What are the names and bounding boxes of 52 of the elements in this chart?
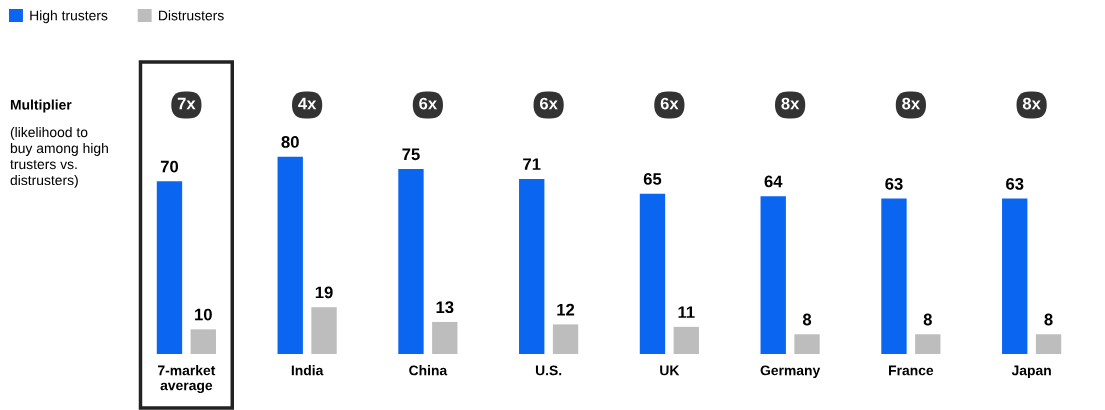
text: 8x <box>1022 97 1041 110</box>
data-label: 63 <box>885 177 903 190</box>
bar <box>639 193 666 354</box>
x-tick-label: France <box>889 365 934 376</box>
x-tick-label: Japan <box>1011 365 1051 379</box>
bar <box>432 321 458 354</box>
bar <box>277 156 303 354</box>
bar <box>1002 198 1028 354</box>
x-tick-label: China <box>409 365 448 376</box>
bar <box>1035 334 1062 354</box>
bar <box>311 307 337 354</box>
bar <box>760 196 786 354</box>
bar <box>673 326 699 354</box>
text: 6x <box>419 97 438 110</box>
data-label: 19 <box>315 286 333 299</box>
data-label: 70 <box>160 160 179 173</box>
text: (likelihood to buy among high trusters vs. distrusters) <box>10 127 108 188</box>
bar <box>190 329 216 354</box>
data-label: 65 <box>643 173 662 185</box>
data-label: 8 <box>1044 313 1053 326</box>
x-tick-label: U.S. <box>535 365 562 376</box>
x-tick-label: Germany <box>760 365 821 379</box>
legend-label: Distrusters <box>159 10 224 21</box>
x-tick-label: 7-market average <box>158 365 216 394</box>
data-label: 63 <box>1006 177 1024 190</box>
text: 8x <box>781 97 800 110</box>
data-label: 11 <box>678 306 695 318</box>
bar <box>794 334 820 354</box>
legend-label: High trusters <box>30 10 108 24</box>
bar <box>398 169 424 354</box>
data-label: 71 <box>523 158 541 170</box>
text: Multiplier <box>10 99 72 113</box>
bar <box>519 178 545 354</box>
data-label: 8 <box>802 313 812 326</box>
text: 7x <box>177 97 196 110</box>
data-label: 10 <box>195 308 212 321</box>
data-label: 12 <box>557 303 575 316</box>
bar <box>552 324 579 354</box>
text: 4x <box>298 97 317 110</box>
data-label: 13 <box>436 301 454 314</box>
x-tick-label: India <box>291 365 324 376</box>
text: 6x <box>660 97 679 110</box>
text: 8x <box>902 97 921 110</box>
bar <box>156 181 183 354</box>
data-label: 8 <box>923 313 932 326</box>
text: 6x <box>539 97 558 110</box>
data-label: 80 <box>281 136 299 148</box>
x-tick-label: UK <box>660 365 680 376</box>
data-label: 75 <box>402 148 420 161</box>
bar <box>915 334 941 354</box>
bar <box>881 198 907 354</box>
data-label: 64 <box>764 175 783 188</box>
